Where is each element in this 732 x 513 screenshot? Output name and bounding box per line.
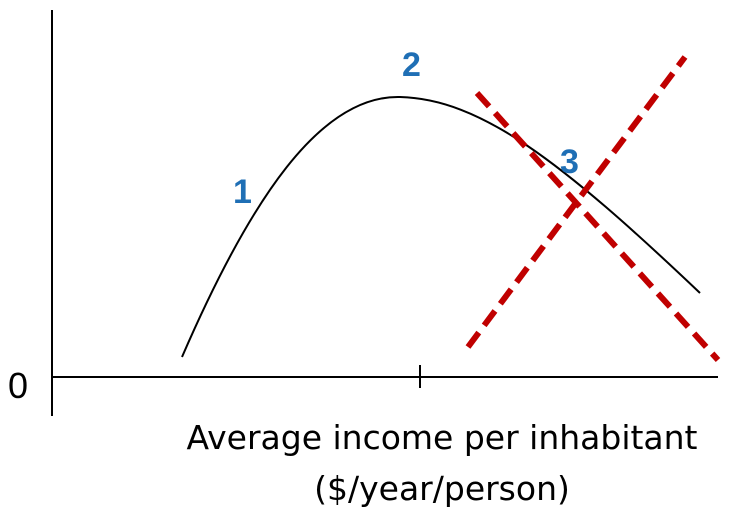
x-axis-label: Average income per inhabitant (186, 418, 697, 457)
stage-label: 2 (402, 46, 421, 84)
cross-line (465, 55, 688, 349)
stage-label: 1 (233, 173, 252, 211)
x-axis-label: ($/year/person) (314, 469, 570, 508)
curve (181, 95, 701, 358)
cross-line (474, 90, 721, 363)
origin-label: 0 (8, 365, 28, 406)
stage-label: 3 (560, 143, 579, 181)
